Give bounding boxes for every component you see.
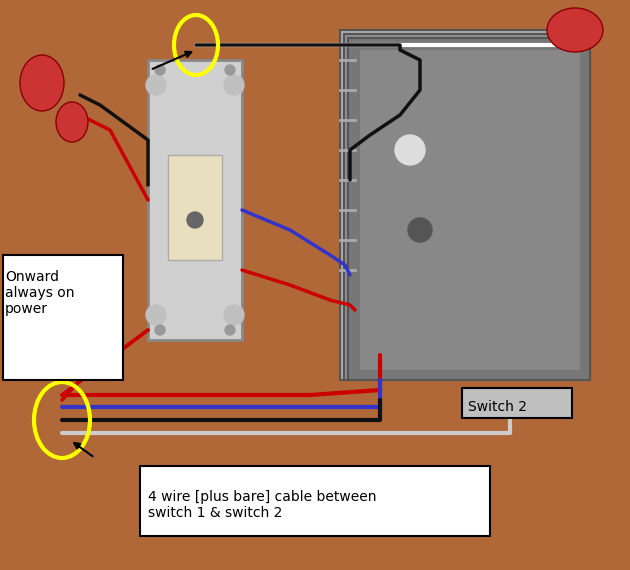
Text: Onward
always on
power: Onward always on power	[5, 270, 74, 316]
Circle shape	[225, 65, 235, 75]
Circle shape	[187, 212, 203, 228]
Circle shape	[408, 218, 432, 242]
Bar	[148, 60, 242, 340]
Circle shape	[146, 305, 166, 325]
Bar	[168, 155, 222, 260]
Circle shape	[395, 135, 425, 165]
Circle shape	[146, 75, 166, 95]
Ellipse shape	[20, 55, 64, 111]
Bar	[344, 34, 590, 380]
Circle shape	[155, 325, 165, 335]
Bar	[3, 255, 123, 380]
Circle shape	[225, 325, 235, 335]
Bar	[348, 38, 590, 380]
Ellipse shape	[56, 102, 88, 142]
Bar	[340, 30, 590, 380]
Circle shape	[224, 305, 244, 325]
Text: Switch 2: Switch 2	[468, 400, 527, 414]
Bar	[360, 50, 580, 370]
Text: 4 wire [plus bare] cable between
switch 1 & switch 2: 4 wire [plus bare] cable between switch …	[148, 490, 377, 520]
Bar	[462, 388, 572, 418]
Bar	[140, 466, 490, 536]
Circle shape	[155, 65, 165, 75]
Ellipse shape	[547, 8, 603, 52]
Circle shape	[224, 75, 244, 95]
